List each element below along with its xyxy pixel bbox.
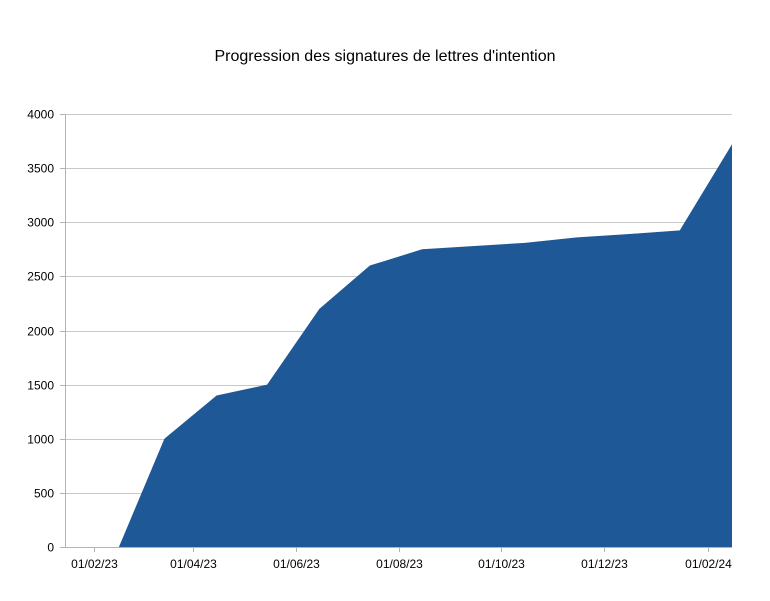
chart-title: Progression des signatures de lettres d'… bbox=[214, 48, 555, 65]
y-tick-label: 2500 bbox=[27, 270, 54, 284]
y-tick-label: 1000 bbox=[27, 433, 54, 447]
x-tick-label: 01/12/23 bbox=[581, 557, 628, 571]
x-tick-label: 01/08/23 bbox=[376, 557, 423, 571]
x-axis-tick-labels: 01/02/23 01/04/23 01/06/23 01/08/23 01/10/23… bbox=[71, 557, 732, 571]
y-tick-label: 4000 bbox=[27, 108, 54, 122]
y-tick-label: 2000 bbox=[27, 325, 54, 339]
y-tick-label: 3500 bbox=[27, 162, 54, 176]
x-tick-label: 01/02/24 bbox=[685, 557, 732, 571]
axes bbox=[60, 114, 732, 552]
x-tick-label: 01/06/23 bbox=[273, 557, 320, 571]
y-tick-label: 0 bbox=[47, 541, 54, 555]
y-tick-label: 500 bbox=[34, 487, 54, 501]
y-tick-label: 1500 bbox=[27, 379, 54, 393]
area-series bbox=[118, 144, 732, 547]
y-axis-tick-labels: 0 500 1000 1500 2000 2500 3000 3500 4000 bbox=[27, 108, 54, 555]
x-tick-label: 01/10/23 bbox=[478, 557, 525, 571]
plot-area bbox=[118, 144, 732, 547]
x-tick-label: 01/02/23 bbox=[71, 557, 118, 571]
y-tick-label: 3000 bbox=[27, 216, 54, 230]
x-tick-label: 01/04/23 bbox=[170, 557, 217, 571]
